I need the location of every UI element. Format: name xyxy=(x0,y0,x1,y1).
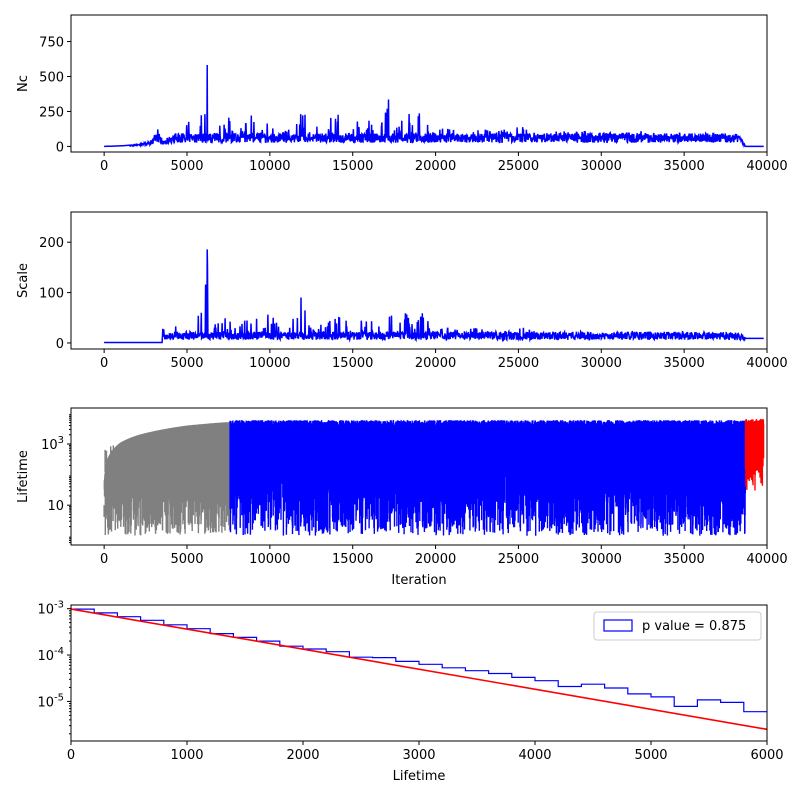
histogram-steps xyxy=(71,608,767,713)
subplot-3: 0 5000 10000 15000 20000 25000 30000 35000 40000… xyxy=(16,407,788,588)
x-tick-label: 5000 xyxy=(170,356,203,371)
x-tick-label: 1000 xyxy=(170,748,203,763)
legend: p value = 0.875 xyxy=(593,611,762,641)
x-tick-label: 0 xyxy=(100,552,108,567)
x-tick-label: 10000 xyxy=(249,552,290,567)
x-tick-label: 5000 xyxy=(170,159,203,174)
y-tick-label: 200 xyxy=(39,236,64,251)
x-tick-label: 3000 xyxy=(402,748,435,763)
x-axis-title: Iteration xyxy=(391,573,446,588)
x-axis-title: Lifetime xyxy=(393,769,446,784)
y-axis-title: Scale xyxy=(16,263,31,298)
series-line xyxy=(104,64,764,149)
y-tick-label: 500 xyxy=(39,71,64,86)
lifetime-series-2 xyxy=(229,420,746,536)
plot-area-4 xyxy=(71,608,767,731)
x-tick-label: 25000 xyxy=(498,552,539,567)
x-tick-label: 35000 xyxy=(663,159,704,174)
lifetime-series-3 xyxy=(744,418,765,491)
y-axis-title: Nc xyxy=(16,75,31,92)
x-tick-label: 6000 xyxy=(750,748,783,763)
x-tick-label: 15000 xyxy=(332,159,373,174)
x-tick-label: 5000 xyxy=(634,748,667,763)
legend-label: p value = 0.875 xyxy=(642,619,746,634)
x-tick-label: 10000 xyxy=(249,159,290,174)
subplot-2: 0 5000 10000 15000 20000 25000 30000 35000 40000… xyxy=(16,211,788,371)
x-tick-label: 15000 xyxy=(332,356,373,371)
x-tick-label: 20000 xyxy=(415,159,456,174)
y-tick-label: 103 xyxy=(41,435,64,453)
subplot-1: 0 5000 10000 15000 20000 25000 30000 35000 40000… xyxy=(16,14,788,174)
x-tick-label: 20000 xyxy=(415,552,456,567)
x-tick-label: 10000 xyxy=(249,356,290,371)
x-tick-label: 0 xyxy=(100,356,108,371)
x-tick-label: 35000 xyxy=(663,356,704,371)
y-tick-label: 100 xyxy=(39,287,64,302)
x-tick-label: 15000 xyxy=(332,552,373,567)
y-tick-label: 750 xyxy=(39,36,64,51)
x-tick-label: 4000 xyxy=(518,748,551,763)
x-tick-label: 20000 xyxy=(415,356,456,371)
plot-area-2 xyxy=(104,249,764,344)
x-tick-label: 30000 xyxy=(581,159,622,174)
y-tick-label: 250 xyxy=(39,105,64,120)
x-tick-label: 5000 xyxy=(170,552,203,567)
plot-area-1 xyxy=(104,64,764,149)
y-tick-label: 10-3 xyxy=(37,600,64,618)
y-tick-label: 0 xyxy=(56,337,64,352)
x-tick-label: 25000 xyxy=(498,356,539,371)
y-axis-title: Lifetime xyxy=(16,450,31,503)
x-tick-label: 25000 xyxy=(498,159,539,174)
axes-frame xyxy=(70,407,768,546)
fit-line xyxy=(71,608,767,731)
x-tick-label: 35000 xyxy=(663,552,704,567)
plot-area-3 xyxy=(103,418,765,536)
series-line xyxy=(104,249,764,344)
x-tick-label: 30000 xyxy=(581,552,622,567)
y-tick-label: 0 xyxy=(56,140,64,155)
x-tick-label: 40000 xyxy=(746,159,787,174)
x-tick-label: 0 xyxy=(67,748,75,763)
lifetime-series-1 xyxy=(103,422,231,536)
legend-box xyxy=(593,611,762,641)
axes-frame xyxy=(70,211,768,350)
axes-frame xyxy=(70,14,768,153)
x-tick-label: 30000 xyxy=(581,356,622,371)
subplot-4: p value = 0.875 0 1000 2000 3000 4000 5000 6000… xyxy=(37,600,783,784)
y-tick-label: 10-4 xyxy=(37,646,64,664)
x-tick-label: 0 xyxy=(100,159,108,174)
x-tick-label: 40000 xyxy=(746,356,787,371)
legend-swatch xyxy=(603,619,633,632)
x-tick-label: 40000 xyxy=(746,552,787,567)
x-tick-label: 2000 xyxy=(286,748,319,763)
y-tick-label: 10 xyxy=(47,499,64,514)
y-tick-label: 10-5 xyxy=(37,692,64,710)
